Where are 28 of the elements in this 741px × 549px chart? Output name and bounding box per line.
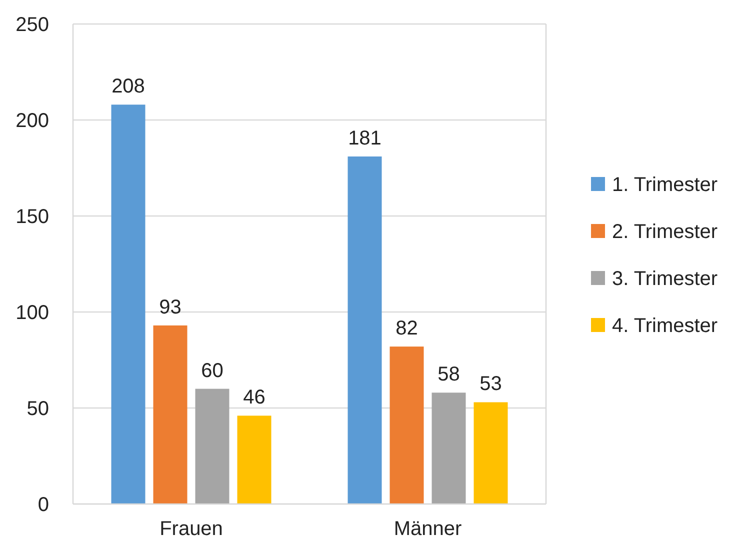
data-label: 53 [480, 373, 502, 396]
bar [474, 402, 508, 504]
x-tick-label: Frauen [160, 518, 223, 540]
legend-label: 2. Trimester [612, 221, 718, 243]
data-label: 58 [438, 364, 460, 386]
bar [195, 388, 230, 504]
bar [237, 416, 272, 504]
data-label: 46 [243, 386, 266, 409]
y-tick-label: 150 [16, 206, 49, 228]
y-tick-label: 250 [16, 14, 49, 36]
y-tick-label: 0 [38, 494, 49, 516]
legend-label: 3. Trimester [612, 268, 718, 290]
bar [432, 392, 466, 504]
data-label: 93 [159, 296, 182, 318]
bar [390, 346, 424, 504]
legend-label: 4. Trimester [612, 315, 718, 337]
x-tick-label: Männer [394, 518, 462, 540]
legend-label: 1. Trimester [612, 174, 718, 196]
y-tick-label: 50 [26, 398, 49, 420]
bar [153, 325, 188, 504]
bar [348, 156, 382, 504]
data-label: 208 [112, 76, 145, 98]
y-tick-label: 100 [16, 302, 49, 324]
data-label: 181 [348, 127, 382, 150]
y-tick-label: 200 [16, 110, 49, 132]
data-label: 60 [201, 360, 224, 382]
data-label: 82 [396, 318, 418, 340]
bar [111, 104, 146, 504]
